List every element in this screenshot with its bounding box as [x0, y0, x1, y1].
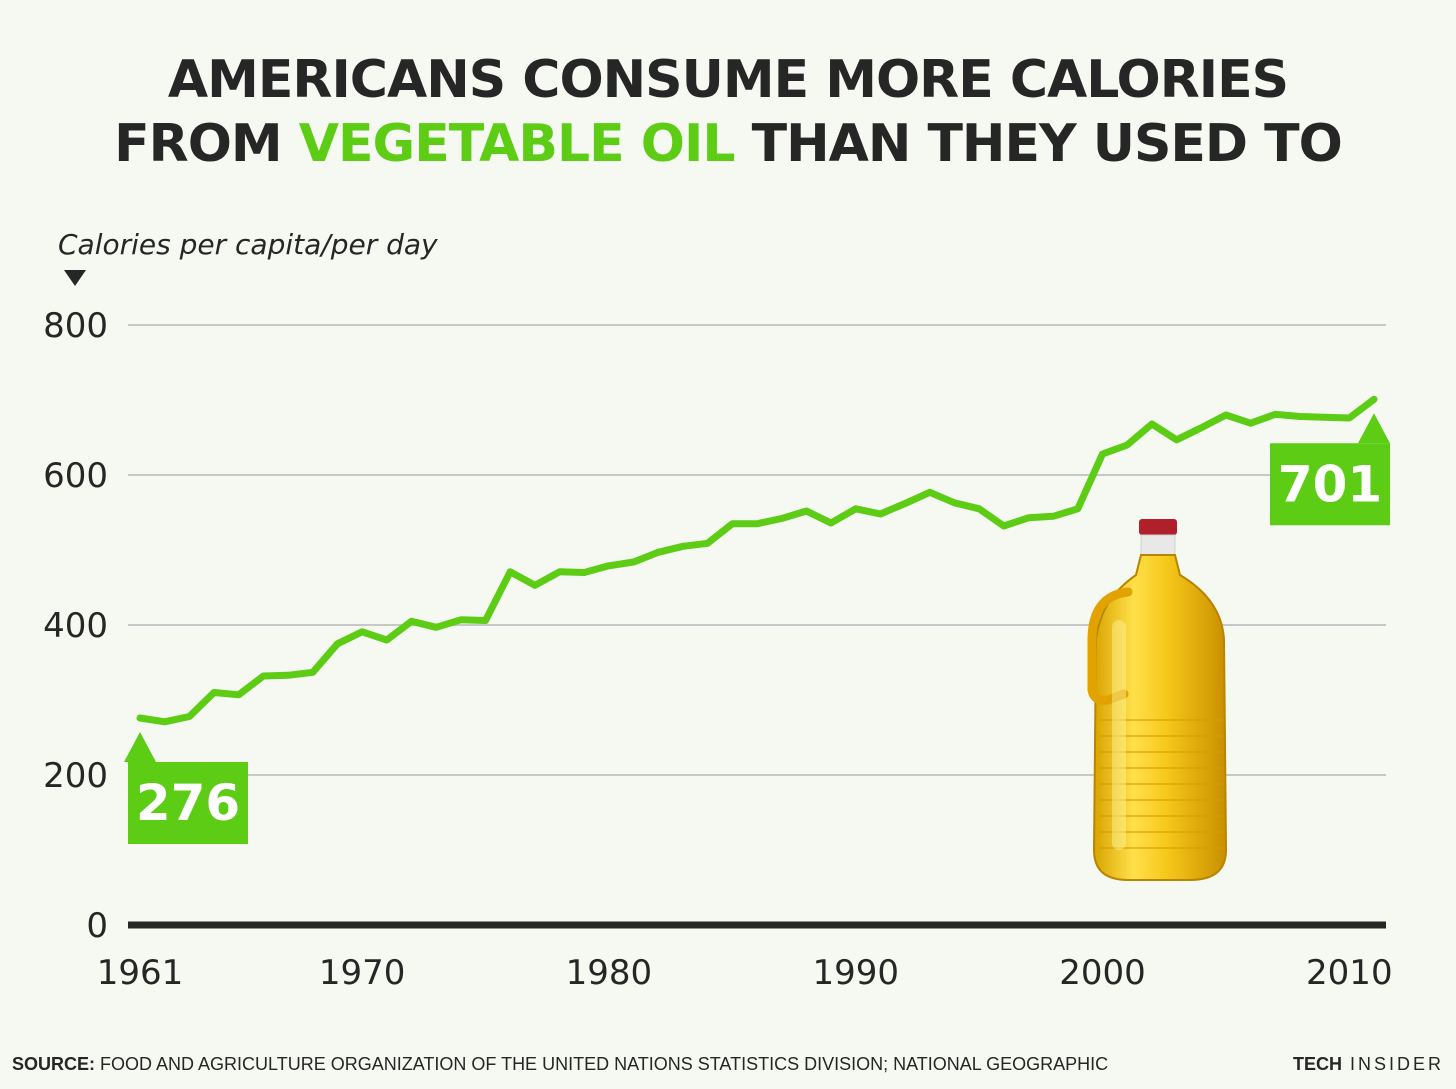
- brand-rest: INSIDER: [1349, 1054, 1444, 1074]
- x-tick-label: 2010: [1306, 953, 1393, 993]
- source-text: FOOD AND AGRICULTURE ORGANIZATION OF THE…: [100, 1054, 1109, 1074]
- x-tick-label: 1990: [812, 953, 899, 993]
- title-line-2: FROM VEGETABLE OIL THAN THEY USED TO: [0, 112, 1456, 176]
- callout-label: 276: [136, 774, 240, 832]
- y-tick-label: 600: [43, 456, 108, 496]
- oil-bottle-icon: [1087, 519, 1228, 881]
- chart-title: AMERICANS CONSUME MORE CALORIES FROM VEG…: [0, 48, 1456, 176]
- callout-box: [1270, 443, 1390, 526]
- title-line-1: AMERICANS CONSUME MORE CALORIES: [167, 50, 1289, 110]
- x-tick-label: 2000: [1059, 953, 1146, 993]
- callout-label: 701: [1278, 455, 1382, 513]
- y-tick-label: 200: [43, 756, 108, 796]
- y-tick-label: 0: [86, 906, 108, 946]
- source-label: SOURCE:: [12, 1054, 96, 1074]
- title-part-from: FROM: [114, 114, 283, 174]
- x-tick-label: 1961: [97, 953, 184, 993]
- title-part-end: THAN THEY USED TO: [751, 114, 1343, 174]
- y-tick-label: 400: [43, 606, 108, 646]
- callout-box: [128, 762, 248, 844]
- y-axis-label-arrow-icon: [64, 270, 86, 286]
- y-axis-label: Calories per capita/per day: [58, 228, 438, 261]
- x-tick-label: 1980: [566, 953, 653, 993]
- x-tick-label: 1970: [319, 953, 406, 993]
- y-tick-label: 800: [43, 306, 108, 346]
- callout-pointer: [124, 732, 156, 762]
- series-line: [136, 395, 1378, 726]
- callout-pointer: [1358, 413, 1390, 444]
- brand-bold: TECH: [1292, 1054, 1342, 1074]
- title-highlight: VEGETABLE OIL: [298, 114, 736, 174]
- source-note: SOURCE: FOOD AND AGRICULTURE ORGANIZATIO…: [12, 1054, 1108, 1075]
- brand-logo: TECH INSIDER: [1293, 1054, 1444, 1075]
